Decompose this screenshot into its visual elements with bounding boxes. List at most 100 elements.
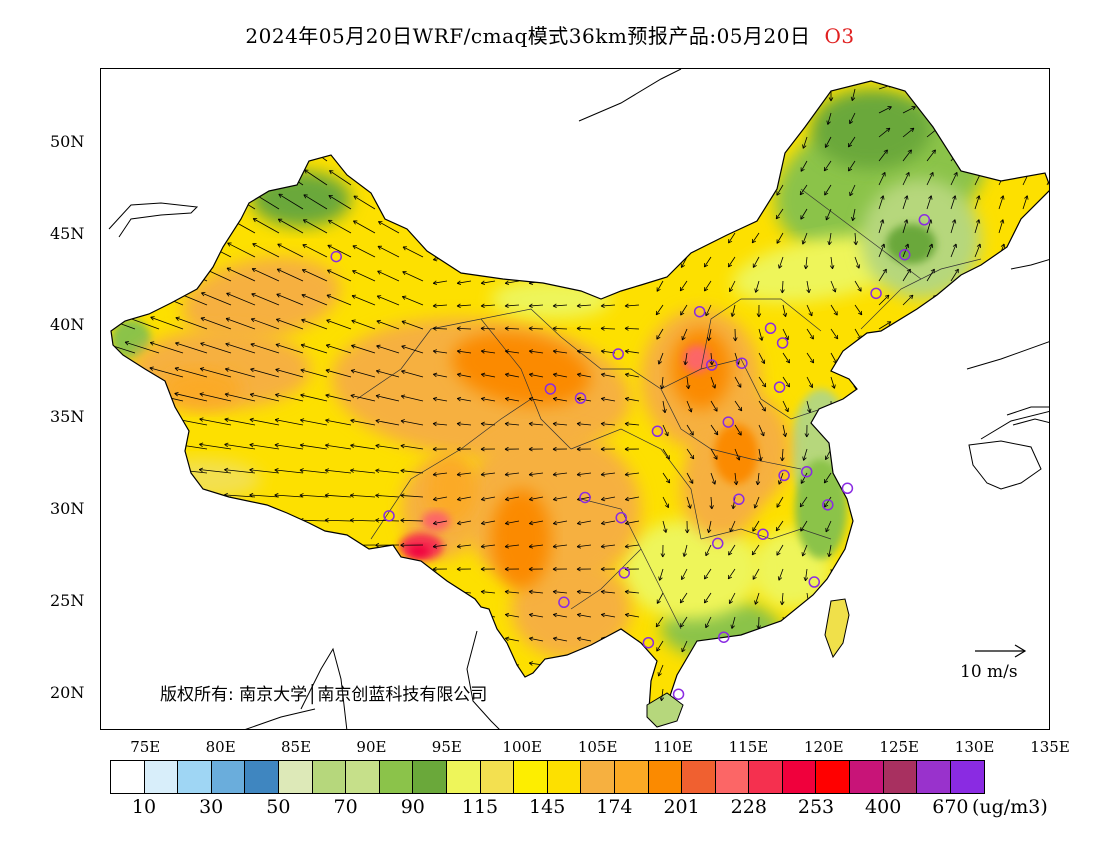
wind-arrow — [327, 269, 352, 282]
wind-arrow — [998, 346, 1013, 354]
wind-arrow — [552, 326, 568, 331]
wind-arrow — [902, 658, 917, 666]
wind-arrow — [782, 88, 789, 101]
wind-arrow — [432, 303, 448, 309]
wind-arrow — [710, 424, 719, 436]
wind-arrow — [1022, 395, 1037, 402]
wind-arrow — [480, 446, 496, 452]
wind-arrow — [553, 636, 568, 642]
wind-arrow — [825, 520, 832, 533]
wind-arrow — [1046, 484, 1049, 498]
wind-arrow — [576, 326, 592, 331]
wind-arrow — [576, 232, 592, 237]
wind-arrow — [375, 664, 400, 672]
wind-arrow — [456, 207, 472, 213]
wind-arrow — [299, 443, 328, 450]
city-station-marker — [651, 425, 664, 438]
wind-arrow — [350, 616, 376, 623]
wind-arrow — [950, 461, 961, 474]
wind-arrow — [111, 138, 136, 162]
wind-arrow — [600, 686, 616, 691]
wind-arrow — [662, 448, 670, 460]
wind-arrow — [401, 320, 424, 330]
wind-arrow — [734, 376, 742, 388]
wind-arrow — [528, 421, 544, 427]
wind-arrow — [775, 208, 784, 220]
wind-arrow — [824, 136, 832, 148]
wind-arrow — [504, 396, 520, 402]
wind-arrow — [504, 544, 520, 549]
wind-arrow — [576, 396, 592, 402]
colorbar-swatch — [379, 761, 414, 793]
colorbar-tick-label: 50 — [266, 796, 291, 818]
wind-arrow — [325, 443, 352, 450]
wind-arrow — [173, 592, 208, 598]
colorbar-tick-label: 90 — [400, 796, 425, 818]
wind-arrow — [854, 616, 863, 628]
wind-arrow — [504, 446, 520, 452]
wind-arrow — [728, 544, 736, 556]
wind-arrow — [710, 472, 717, 485]
wind-arrow — [806, 280, 811, 294]
wind-arrow — [552, 280, 568, 286]
wind-arrow — [176, 266, 208, 282]
wind-arrow — [224, 417, 256, 426]
wind-arrow — [148, 568, 184, 573]
wind-arrow — [926, 440, 939, 450]
wind-arrow — [706, 640, 712, 653]
wind-arrow — [974, 268, 983, 282]
wind-arrow — [974, 371, 989, 378]
wind-arrow — [998, 555, 1005, 570]
wind-arrow — [480, 349, 496, 354]
wind-arrow — [998, 395, 1013, 402]
wind-arrow — [755, 160, 761, 174]
wind-arrow — [902, 195, 909, 210]
wind-arrow — [481, 372, 496, 378]
wind-arrow — [754, 280, 760, 293]
wind-arrow — [775, 520, 784, 532]
wind-arrow — [553, 496, 568, 502]
wind-arrow — [432, 207, 448, 213]
wind-arrow — [401, 369, 424, 378]
wind-arrow — [504, 232, 520, 237]
wind-arrow — [305, 94, 328, 114]
wind-arrow — [998, 149, 1008, 162]
wind-arrow — [400, 640, 424, 647]
wind-arrow — [375, 443, 400, 450]
wind-arrow — [111, 519, 136, 522]
wind-arrow — [481, 256, 496, 262]
wind-arrow — [1046, 219, 1049, 234]
wind-arrow — [704, 568, 712, 580]
wind-arrow — [824, 184, 832, 196]
wind-arrow — [1022, 294, 1034, 306]
wind-arrow — [124, 340, 160, 354]
wind-arrow — [111, 163, 112, 186]
wind-arrow — [998, 219, 1005, 234]
wind-arrow — [552, 612, 568, 618]
wind-arrow — [226, 292, 256, 306]
wind-arrow — [199, 417, 232, 426]
wind-arrow — [624, 349, 640, 354]
wind-arrow — [456, 396, 472, 402]
wind-arrow — [878, 371, 893, 378]
colorbar-swatch — [211, 761, 246, 793]
wind-arrow — [111, 468, 136, 474]
wind-arrow — [758, 424, 765, 437]
wind-arrow — [154, 140, 184, 162]
wind-arrow — [974, 555, 981, 570]
wind-arrow — [624, 421, 640, 427]
city-station-marker — [672, 688, 685, 700]
wind-arrow — [998, 606, 1010, 618]
wind-arrow — [111, 366, 112, 378]
wind-arrow — [528, 349, 544, 354]
wind-arrow — [950, 268, 959, 282]
wind-arrow — [504, 421, 520, 427]
wind-arrow — [432, 108, 448, 114]
wind-arrow — [659, 688, 665, 702]
wind-arrow — [662, 112, 669, 125]
wind-arrow — [148, 492, 184, 498]
wind-arrow — [658, 256, 664, 269]
wind-arrow — [552, 446, 568, 452]
wind-arrow — [998, 461, 1009, 474]
wind-arrow — [432, 589, 448, 595]
